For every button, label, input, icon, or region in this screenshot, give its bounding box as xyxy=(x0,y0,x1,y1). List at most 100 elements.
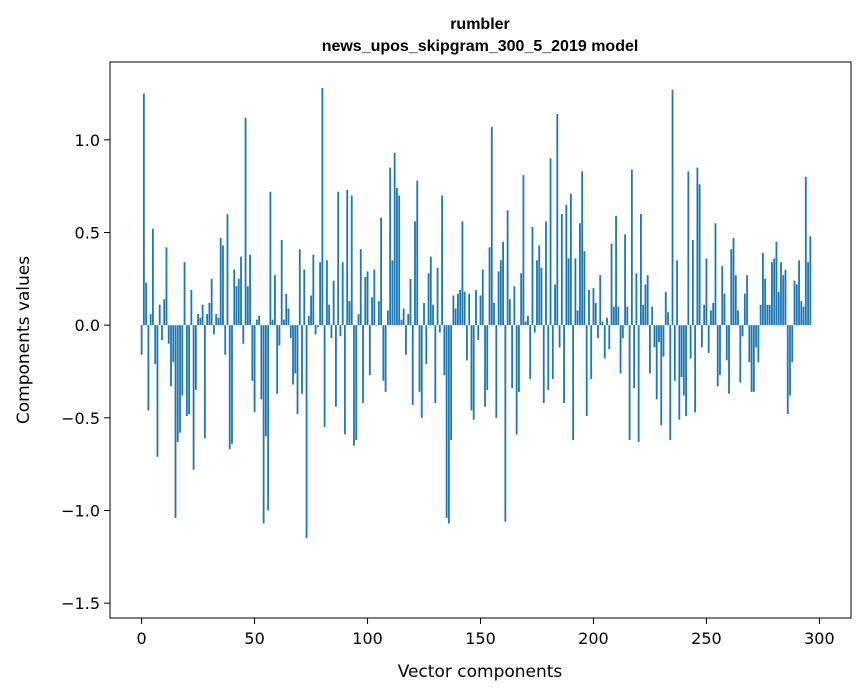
bar xyxy=(434,325,437,404)
bar xyxy=(405,325,407,355)
x-axis-label: Vector components xyxy=(398,662,563,682)
bar xyxy=(617,306,620,326)
bar xyxy=(477,325,480,340)
bar xyxy=(800,301,803,326)
bar xyxy=(303,269,306,326)
bar xyxy=(737,310,739,326)
bar xyxy=(671,89,674,326)
bar xyxy=(152,228,154,326)
bar xyxy=(761,252,764,326)
bar xyxy=(655,325,658,400)
bar xyxy=(452,295,455,326)
bar xyxy=(414,221,416,326)
bar xyxy=(258,315,261,326)
bar xyxy=(183,262,186,326)
bar xyxy=(743,293,746,326)
bar xyxy=(384,325,387,392)
bar xyxy=(355,325,358,441)
bar xyxy=(350,195,353,326)
bar xyxy=(612,306,615,326)
bar xyxy=(807,262,809,326)
bar xyxy=(457,293,459,326)
bar xyxy=(368,325,371,376)
bar xyxy=(222,245,224,326)
bar xyxy=(784,269,787,326)
bar xyxy=(267,325,270,511)
bar xyxy=(158,304,161,326)
bar xyxy=(396,188,398,326)
y-tick-label: −1.5 xyxy=(61,594,100,613)
bar xyxy=(176,325,179,442)
bar xyxy=(269,191,272,326)
bar xyxy=(714,223,717,326)
bar xyxy=(233,269,236,326)
bar xyxy=(438,325,441,333)
bar xyxy=(481,269,484,326)
bar xyxy=(576,310,579,326)
bar xyxy=(194,325,197,391)
bar xyxy=(391,260,394,326)
bar xyxy=(316,325,319,328)
bar xyxy=(547,325,550,391)
bar xyxy=(746,275,748,326)
bar xyxy=(793,280,796,326)
bar xyxy=(463,291,466,326)
bar xyxy=(773,258,776,326)
bar xyxy=(283,319,285,326)
bar xyxy=(567,258,570,326)
bar xyxy=(353,325,355,446)
bar xyxy=(206,314,209,326)
y-tick-label: 0.5 xyxy=(75,224,100,243)
bar xyxy=(445,325,448,518)
bar xyxy=(741,325,744,337)
bar xyxy=(312,254,315,326)
bar xyxy=(341,262,344,326)
bar xyxy=(703,304,706,326)
bar xyxy=(179,325,181,433)
bar xyxy=(310,295,312,326)
bar xyxy=(558,325,561,348)
bar xyxy=(289,325,292,339)
bar xyxy=(170,325,172,387)
bar xyxy=(213,325,215,335)
bar xyxy=(425,325,428,365)
bar xyxy=(280,239,283,326)
bar xyxy=(545,221,547,326)
bar xyxy=(244,117,247,326)
y-axis: −1.5 −1.0 −0.5 0.0 0.5 1.0 xyxy=(61,131,110,613)
bar xyxy=(777,291,780,326)
bar xyxy=(246,286,249,326)
bar xyxy=(660,325,663,426)
bar xyxy=(409,278,412,326)
bar xyxy=(572,325,575,441)
bar xyxy=(305,325,308,539)
bar xyxy=(192,325,195,470)
bar xyxy=(628,325,631,441)
bar xyxy=(680,325,683,378)
bar xyxy=(389,167,392,326)
bar xyxy=(285,293,288,326)
bar xyxy=(556,113,559,326)
bar xyxy=(615,215,617,326)
bar xyxy=(795,284,798,326)
bar xyxy=(172,325,175,363)
bar xyxy=(536,260,538,326)
bar xyxy=(757,325,760,363)
x-axis: 0 50 100 150 200 250 300 xyxy=(137,618,835,648)
bar xyxy=(441,195,443,326)
bar xyxy=(382,325,385,381)
y-tick-label: 0.0 xyxy=(75,316,100,335)
bar xyxy=(764,278,767,326)
bar xyxy=(255,319,258,326)
bar xyxy=(707,325,710,353)
bar xyxy=(719,325,721,376)
bar xyxy=(147,325,150,411)
bar xyxy=(569,193,572,326)
bar xyxy=(689,325,692,359)
bar xyxy=(276,325,279,394)
bar xyxy=(167,325,170,344)
bar xyxy=(599,275,602,326)
bar xyxy=(508,299,511,326)
bar xyxy=(588,289,590,326)
bar xyxy=(653,325,656,348)
